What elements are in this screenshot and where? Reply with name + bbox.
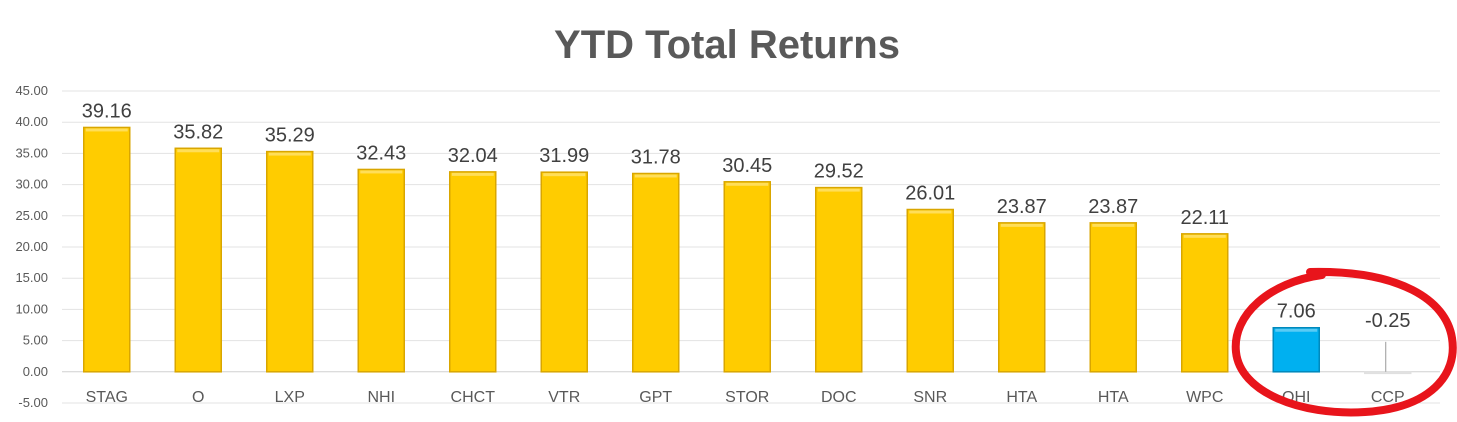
data-label: 32.43 bbox=[356, 142, 406, 164]
bar-highlight bbox=[909, 210, 952, 214]
x-tick-label: HTA bbox=[1006, 389, 1037, 406]
y-tick-label: 35.00 bbox=[15, 145, 48, 160]
y-tick-label: 5.00 bbox=[23, 333, 48, 348]
bar-highlight bbox=[360, 170, 403, 174]
data-label: 30.45 bbox=[722, 155, 772, 177]
y-tick-label: 25.00 bbox=[15, 208, 48, 223]
bar-wpc bbox=[1181, 233, 1229, 373]
bar-highlight bbox=[634, 174, 677, 178]
bar-highlight bbox=[1000, 223, 1043, 227]
data-label: 7.06 bbox=[1277, 301, 1316, 323]
x-tick-label: GPT bbox=[639, 389, 672, 406]
x-tick-label: STAG bbox=[86, 389, 128, 406]
y-tick-label: 45.00 bbox=[15, 83, 48, 98]
x-tick-label: SNR bbox=[913, 389, 947, 406]
y-tick-label: 15.00 bbox=[15, 270, 48, 285]
y-tick-label: 30.00 bbox=[15, 177, 48, 192]
data-label: 29.52 bbox=[814, 161, 864, 183]
y-tick-label: 40.00 bbox=[15, 114, 48, 129]
x-tick-label: STOR bbox=[725, 389, 769, 406]
bar-snr bbox=[906, 208, 954, 373]
x-tick-label: CCP bbox=[1371, 389, 1405, 406]
data-label: 31.78 bbox=[631, 146, 681, 168]
bar-lxp bbox=[266, 150, 314, 373]
bar-highlight bbox=[268, 152, 311, 156]
chart-title: YTD Total Returns bbox=[554, 23, 900, 67]
bar-chct bbox=[449, 171, 497, 373]
data-label: 39.16 bbox=[82, 100, 132, 122]
bar-highlight bbox=[451, 172, 494, 176]
bar-doc bbox=[815, 186, 863, 373]
bar-highlight bbox=[817, 188, 860, 192]
x-tick-label: HTA bbox=[1098, 389, 1129, 406]
x-tick-label: VTR bbox=[548, 389, 580, 406]
y-tick-label: 20.00 bbox=[15, 239, 48, 254]
y-tick-label: 0.00 bbox=[23, 364, 48, 379]
x-tick-label: LXP bbox=[275, 389, 305, 406]
bar-nhi bbox=[357, 168, 405, 373]
bar-ccp bbox=[1364, 371, 1412, 375]
data-label: 26.01 bbox=[905, 182, 955, 204]
data-label: -0.25 bbox=[1365, 310, 1411, 332]
y-tick-label: -5.00 bbox=[18, 395, 48, 410]
bar-highlight bbox=[1183, 234, 1226, 238]
x-tick-label: WPC bbox=[1186, 389, 1223, 406]
x-tick-label: DOC bbox=[821, 389, 857, 406]
bar-gpt bbox=[632, 172, 680, 373]
bar-highlight bbox=[726, 182, 769, 186]
bar-hta bbox=[998, 222, 1046, 373]
bar-ohi bbox=[1272, 326, 1320, 373]
x-tick-label: O bbox=[192, 389, 204, 406]
y-tick-label: 10.00 bbox=[15, 301, 48, 316]
data-label: 35.82 bbox=[173, 121, 223, 143]
bar-stor bbox=[723, 181, 771, 373]
bar-highlight bbox=[85, 128, 128, 132]
bar-highlight bbox=[1275, 328, 1318, 332]
x-tick-label: NHI bbox=[367, 389, 395, 406]
data-label: 32.04 bbox=[448, 145, 498, 167]
bar-highlight bbox=[543, 173, 586, 177]
bar-o bbox=[174, 147, 222, 373]
data-label: 35.29 bbox=[265, 125, 315, 147]
x-tick-label: CHCT bbox=[451, 389, 496, 406]
data-label: 31.99 bbox=[539, 145, 589, 167]
bar-hta bbox=[1089, 222, 1137, 373]
bar-highlight bbox=[1092, 223, 1135, 227]
data-label: 23.87 bbox=[1088, 196, 1138, 218]
bar-highlight bbox=[177, 149, 220, 153]
bar-vtr bbox=[540, 171, 588, 373]
highlight-circle-annotation bbox=[1231, 267, 1457, 417]
data-label: 23.87 bbox=[997, 196, 1047, 218]
bar-stag bbox=[83, 126, 131, 373]
data-label: 22.11 bbox=[1180, 207, 1229, 229]
